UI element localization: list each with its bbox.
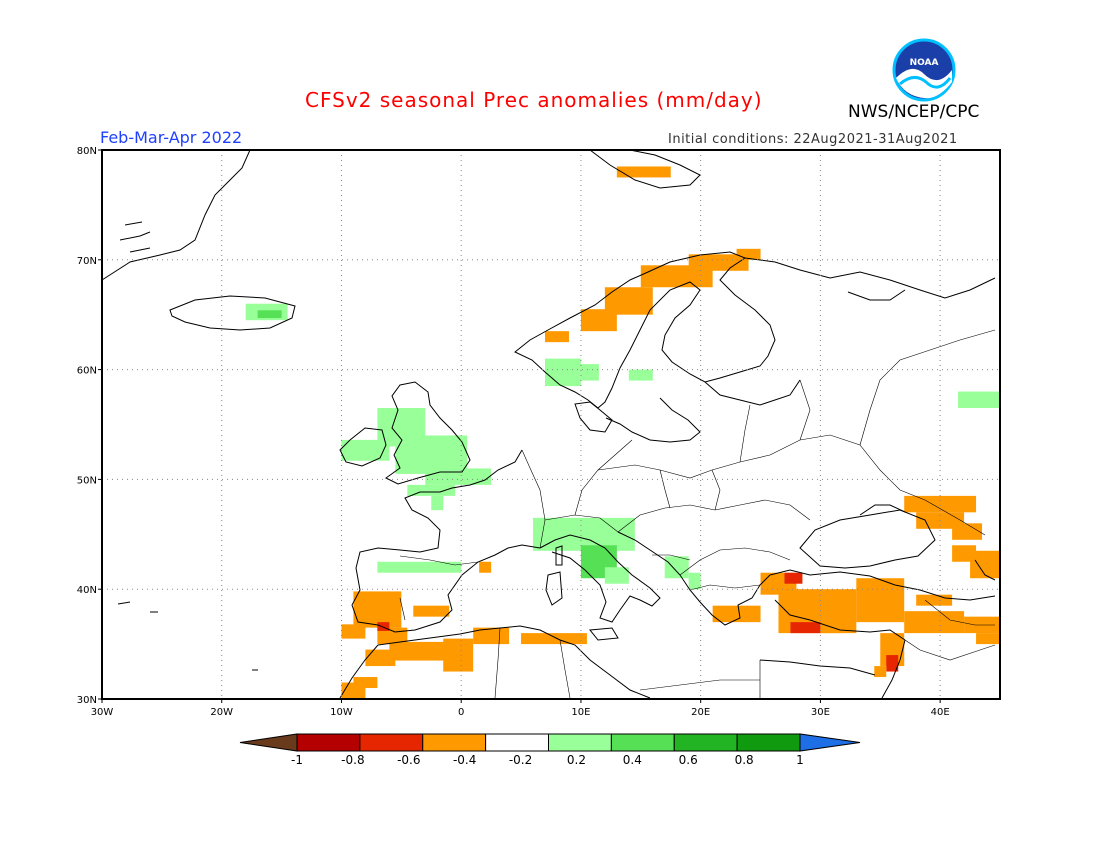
lon-label: 20W: [210, 707, 233, 718]
lon-label: 30W: [91, 707, 114, 718]
lon-label: 10W: [330, 707, 353, 718]
anomaly-cell-23: [688, 254, 749, 271]
colorbar-label: 1: [796, 753, 804, 767]
anomaly-cell-52: [904, 495, 977, 513]
anomaly-cell-3: [341, 439, 390, 461]
colorbar-label: -0.2: [509, 753, 532, 767]
anomaly-cell-9: [580, 364, 599, 381]
colorbar-label: -0.4: [453, 753, 476, 767]
anomaly-cell-50: [886, 655, 899, 672]
anomaly-cell-36: [479, 561, 492, 573]
colorbar-label: 0.6: [679, 753, 698, 767]
anomaly-cell-31: [521, 633, 587, 645]
lat-label: 50N: [77, 475, 97, 486]
anomaly-cell-29: [443, 638, 474, 672]
anomaly-cell-7: [431, 495, 444, 511]
anomaly-cell-6: [407, 484, 456, 496]
colorbar-swatch: [548, 733, 612, 752]
anomaly-cell-24: [736, 248, 761, 260]
map-frame: [101, 149, 1001, 700]
colorbar-swatch: [296, 733, 361, 752]
colorbar-swatch: [610, 733, 675, 752]
lon-label: 30E: [811, 707, 830, 718]
anomaly-cell-17: [958, 391, 1000, 409]
anomaly-cell-44: [916, 594, 953, 606]
colorbar-label: -1: [291, 753, 303, 767]
lat-label: 30N: [77, 695, 97, 706]
anomaly-cell-19: [545, 331, 569, 343]
colorbar-label: -0.6: [397, 753, 420, 767]
colorbar-swatch: [485, 733, 549, 752]
anomaly-cell-35: [413, 605, 450, 617]
anomaly-cell-4: [395, 435, 468, 474]
agency-label: NWS/NCEP/CPC: [848, 102, 980, 122]
colorbar-swatch: [422, 733, 487, 752]
anomaly-cell-1: [257, 310, 282, 318]
anomaly-cell-8: [545, 358, 581, 387]
anomaly-cell-56: [952, 545, 977, 562]
initial-conditions-label: Initial conditions: 22Aug2021-31Aug2021: [668, 132, 958, 147]
anomaly-cell-30: [473, 627, 510, 645]
anomaly-cell-13: [604, 567, 629, 584]
anomaly-cell-47: [790, 622, 821, 634]
noaa-logo-text: NOAA: [910, 58, 939, 68]
anomaly-cell-18: [616, 166, 671, 178]
anomaly-cell-54: [952, 523, 983, 540]
colorbar-swatch: [359, 733, 424, 752]
anomaly-cell-46: [976, 633, 1000, 645]
anomaly-cell-38: [712, 605, 761, 623]
lon-label: 40E: [931, 707, 950, 718]
colorbar-label: 0.4: [623, 753, 642, 767]
country-borders: [399, 329, 996, 699]
anomaly-cell-43: [904, 611, 965, 634]
lat-label: 60N: [77, 366, 97, 377]
colorbar-swatch: [736, 733, 801, 752]
anomaly-cell-42: [856, 578, 905, 623]
colorbar-label: 0.8: [735, 753, 754, 767]
latitude-labels: 80N 70N 60N 50N 40N 30N: [77, 146, 102, 706]
anomaly-cells: [245, 166, 1000, 699]
anomaly-cell-40: [784, 572, 803, 584]
map-title: CFSv2 seasonal Prec anomalies (mm/day): [305, 88, 763, 112]
anomaly-cell-16: [688, 572, 701, 590]
anomaly-cell-51: [874, 666, 887, 678]
anomaly-cell-5: [425, 468, 492, 485]
noaa-logo: NOAA: [892, 38, 956, 102]
colorbar-legend: -1 -0.8 -0.6 -0.4 -0.2 0.2 0.4 0.6 0.8 1: [239, 733, 861, 767]
colorbar-swatch: [673, 733, 738, 752]
colorbar-under-arrow: [239, 733, 298, 752]
colorbar-over-arrow: [799, 733, 861, 752]
colorbar-label: -0.8: [341, 753, 364, 767]
anomaly-cell-37: [377, 622, 390, 631]
anomaly-cell-34: [353, 677, 378, 689]
coastlines: [101, 149, 996, 699]
anomaly-cell-15: [664, 556, 689, 579]
anomaly-cell-14: [377, 561, 462, 573]
colorbar-label: 0.2: [567, 753, 586, 767]
lon-label: 0: [458, 707, 464, 718]
lon-label: 10E: [571, 707, 590, 718]
lon-label: 20E: [691, 707, 710, 718]
anomaly-cell-26: [341, 624, 366, 639]
season-label: Feb-Mar-Apr 2022: [100, 128, 243, 147]
anomaly-cell-10: [628, 369, 653, 381]
lat-label: 40N: [77, 585, 97, 596]
lat-label: 70N: [77, 256, 97, 267]
anomaly-cell-32: [365, 649, 396, 667]
longitude-labels: 30W 20W 10W 0 10E 20E 30E 40E: [91, 699, 950, 718]
anomaly-cell-25: [353, 591, 402, 628]
lat-label: 80N: [77, 146, 97, 157]
